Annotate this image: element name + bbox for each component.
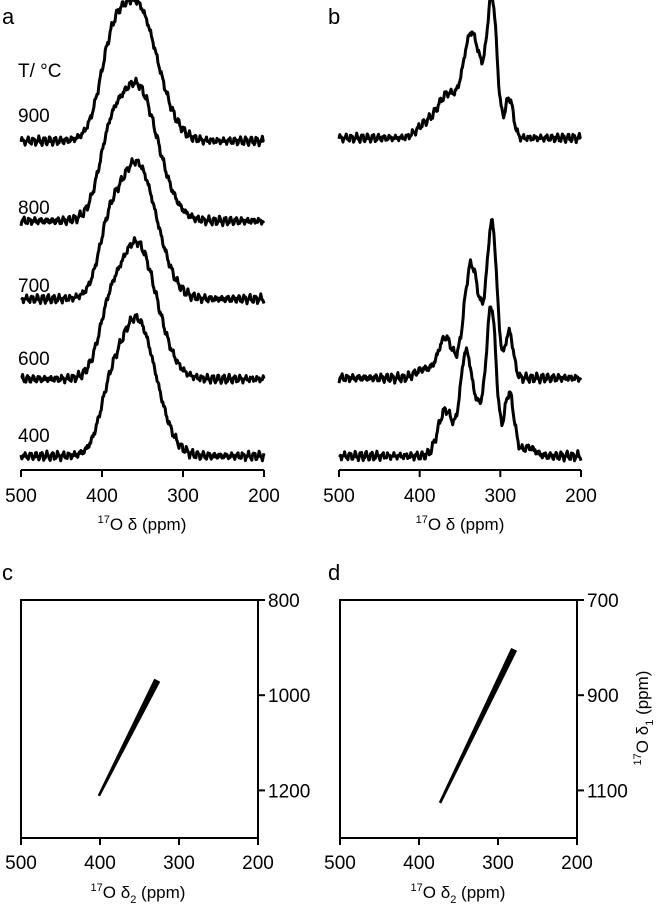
spectrum-900 <box>19 0 266 148</box>
x-tick-label: 400 <box>403 853 435 874</box>
x-tick-label: 300 <box>484 486 516 507</box>
panel-a-stacked-spectra: T/ °C 900 800 700 600 400 500 400 300 200 1… <box>5 0 280 534</box>
plot-frame <box>339 599 578 839</box>
temperature-label-800: 800 <box>18 198 50 219</box>
temperature-label-400: 400 <box>18 426 50 447</box>
temperature-label-900: 900 <box>18 106 50 127</box>
x-tick-label: 400 <box>84 853 116 874</box>
panel-letter-a: a <box>2 4 15 29</box>
y-tick-label: 700 <box>587 591 619 612</box>
panel-letter-c: c <box>2 560 13 585</box>
panel-d-2d-plot: 500 400 300 200 700 900 1100 17O δ2 (ppm) 17O… <box>324 591 656 906</box>
temperature-label-700: 700 <box>18 276 50 297</box>
x-tick-label: 300 <box>482 853 514 874</box>
panel-c-2d-plot: 500 400 300 200 800 1000 1200 17O δ2 (ppm) <box>5 591 310 906</box>
spectrum-700 <box>20 157 266 306</box>
y-axis-title: 17O δ1 (ppm) <box>632 671 656 766</box>
spectrum-bottom <box>338 305 583 463</box>
x-tick-label: 200 <box>561 853 593 874</box>
x-tick-label: 500 <box>323 486 355 507</box>
x-axis-title: 17O δ (ppm) <box>416 514 505 534</box>
y-tick-label: 800 <box>268 591 300 612</box>
y-axis-ticks: 800 1000 1200 <box>258 591 310 802</box>
temperature-header: T/ °C <box>18 61 61 82</box>
x-axis-ticks: 500 400 300 200 <box>5 470 280 507</box>
x-tick-label: 500 <box>324 853 356 874</box>
panel-b-spectra: 500 400 300 200 17O δ (ppm) <box>323 0 597 534</box>
spectrum-top <box>337 0 582 145</box>
x-tick-label: 400 <box>86 486 118 507</box>
x-tick-label: 200 <box>565 486 597 507</box>
x-axis-ticks: 500 400 300 200 <box>5 838 274 874</box>
spectrum-middle <box>337 218 583 385</box>
y-tick-label: 900 <box>587 686 619 707</box>
x-tick-label: 400 <box>404 486 436 507</box>
x-tick-label: 500 <box>5 486 37 507</box>
x-tick-label: 200 <box>248 486 280 507</box>
x-axis-ticks: 500 400 300 200 <box>324 838 593 874</box>
x-axis-title: 17O δ2 (ppm) <box>91 882 186 906</box>
correlation-ridge <box>439 648 517 804</box>
panel-letter-d: d <box>328 560 340 585</box>
x-tick-label: 200 <box>242 853 274 874</box>
spectrum-600 <box>20 236 266 385</box>
x-tick-label: 300 <box>163 853 195 874</box>
y-tick-label: 1000 <box>268 686 310 707</box>
x-tick-label: 500 <box>5 853 37 874</box>
y-tick-label: 1100 <box>587 781 628 802</box>
x-axis-ticks: 500 400 300 200 <box>323 470 597 507</box>
x-axis-title: 17O δ2 (ppm) <box>411 882 506 906</box>
y-axis-ticks: 700 900 1100 <box>577 591 628 802</box>
spectrum-400 <box>19 313 266 463</box>
panel-letter-b: b <box>328 4 340 29</box>
plot-frame <box>20 599 259 839</box>
y-tick-label: 1200 <box>268 781 310 802</box>
correlation-ridge <box>97 678 160 797</box>
temperature-label-600: 600 <box>18 349 50 370</box>
x-axis-title: 17O δ (ppm) <box>98 514 187 534</box>
spectrum-800 <box>19 76 266 228</box>
x-tick-label: 300 <box>167 486 199 507</box>
